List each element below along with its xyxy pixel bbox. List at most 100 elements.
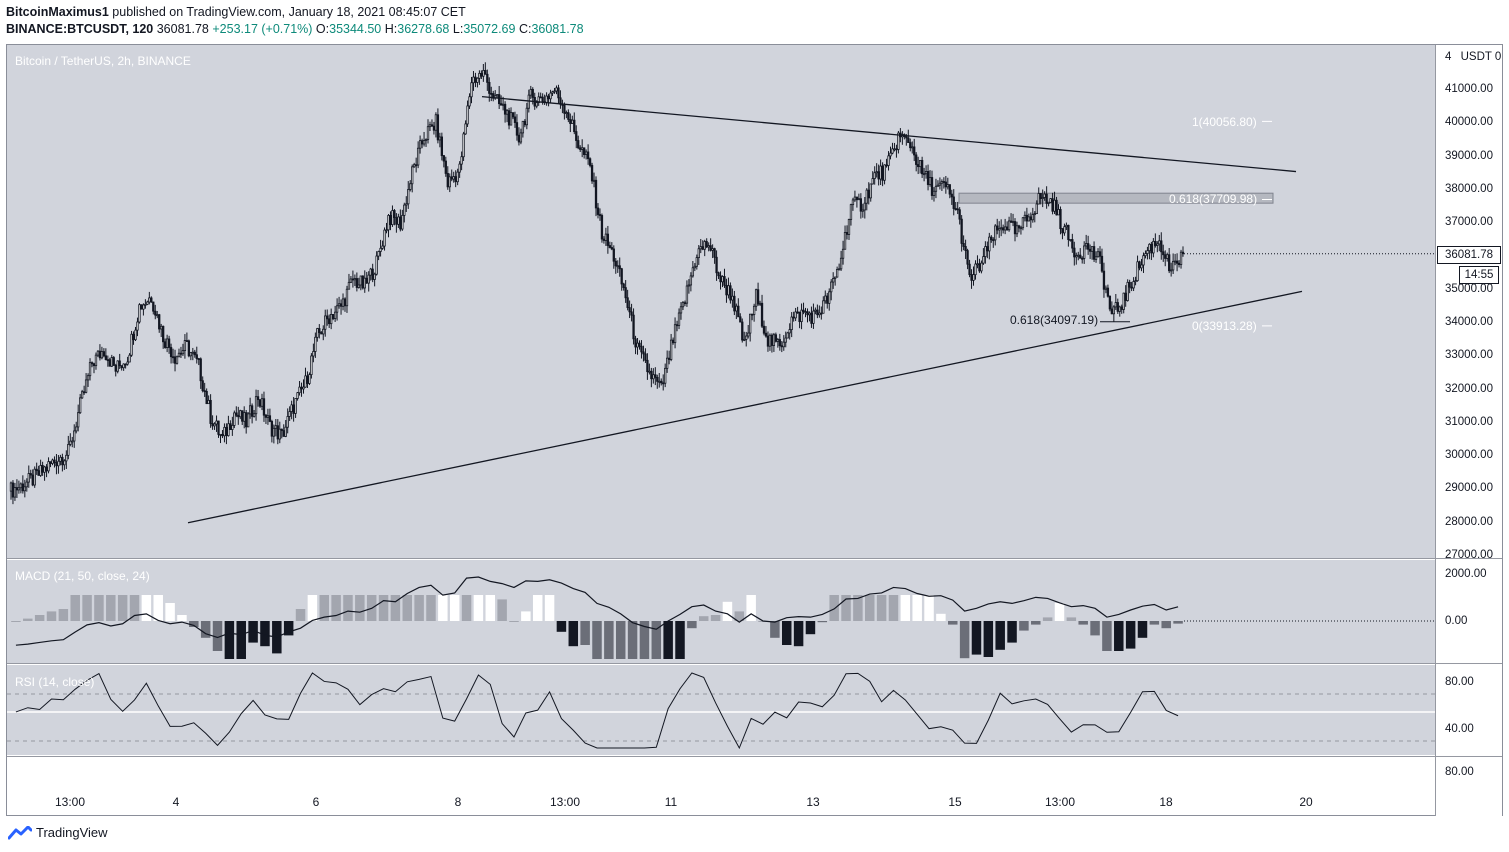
time-tick: 15 xyxy=(948,795,962,809)
author-name[interactable]: BitcoinMaximus1 xyxy=(6,5,109,19)
candle xyxy=(59,456,62,462)
tradingview-icon xyxy=(8,825,32,839)
candle xyxy=(488,81,491,94)
candle xyxy=(225,426,228,437)
candle xyxy=(393,210,396,219)
candle xyxy=(1092,246,1096,260)
candle xyxy=(397,216,400,225)
candle xyxy=(808,312,811,316)
macd-histogram-bar xyxy=(106,595,116,621)
candle xyxy=(266,415,270,418)
candle xyxy=(515,122,519,136)
macd-histogram-bar xyxy=(46,611,57,621)
candle xyxy=(43,466,46,473)
candle xyxy=(612,248,615,262)
candle xyxy=(160,325,163,330)
candle xyxy=(1079,254,1082,259)
pane-divider[interactable] xyxy=(7,663,1502,664)
candle xyxy=(681,302,685,308)
tradingview-logo[interactable]: TradingView xyxy=(8,825,108,840)
trendline-resistance xyxy=(481,96,1297,173)
time-tick: 20 xyxy=(1299,795,1313,809)
candle xyxy=(1059,209,1062,230)
candle xyxy=(35,468,38,472)
macd-histogram-bar xyxy=(1007,621,1017,643)
candle xyxy=(964,246,967,251)
candle xyxy=(55,462,58,467)
price-axis[interactable] xyxy=(1436,45,1502,816)
candle xyxy=(339,303,343,307)
candle xyxy=(970,274,973,281)
candle xyxy=(1047,201,1050,204)
candle xyxy=(41,464,44,473)
macd-histogram-bar xyxy=(117,595,128,621)
candle xyxy=(673,324,677,344)
time-tick: 8 xyxy=(454,795,462,809)
candle xyxy=(416,147,420,166)
candle xyxy=(177,352,181,358)
macd-histogram-bar xyxy=(260,621,270,647)
high-label: H: xyxy=(384,22,398,36)
macd-histogram-bar xyxy=(948,621,958,625)
candle xyxy=(405,203,408,206)
candle xyxy=(519,132,523,143)
candle xyxy=(1083,245,1086,259)
candle xyxy=(432,125,436,131)
rsi-tick: 80.00 xyxy=(1445,766,1474,778)
axis-divider xyxy=(1435,45,1436,816)
candle xyxy=(45,466,48,472)
candle xyxy=(527,94,530,109)
candle xyxy=(1096,251,1100,258)
candle xyxy=(71,440,74,443)
candle xyxy=(976,263,979,266)
time-tick: 6 xyxy=(312,795,320,809)
candle xyxy=(235,412,238,416)
price-pane[interactable] xyxy=(7,45,1435,558)
candle xyxy=(735,305,738,312)
candle xyxy=(347,281,351,290)
low-label: L: xyxy=(452,22,464,36)
candle xyxy=(565,112,568,114)
candle xyxy=(21,483,24,492)
candle xyxy=(1173,260,1177,263)
price-tick: 37000.00 xyxy=(1445,216,1493,229)
candle xyxy=(642,351,645,355)
candle xyxy=(586,151,590,160)
macd-histogram-bar xyxy=(1054,603,1065,621)
macd-histogram-bar xyxy=(295,609,306,621)
candle xyxy=(154,310,157,316)
macd-histogram-bar xyxy=(817,621,828,623)
macd-histogram-bar xyxy=(426,595,436,621)
candle xyxy=(719,275,722,283)
candle xyxy=(1075,255,1078,258)
pane-divider[interactable] xyxy=(7,558,1502,559)
candle xyxy=(187,340,191,357)
candle xyxy=(448,176,451,188)
candle xyxy=(247,413,250,428)
candle xyxy=(954,208,957,210)
open-value: 35344.50 xyxy=(329,22,382,36)
candle xyxy=(788,329,791,334)
candle xyxy=(464,123,467,135)
candle xyxy=(1015,225,1019,235)
candle xyxy=(250,405,254,417)
candle xyxy=(211,423,214,427)
macd-histogram-bar xyxy=(141,595,152,621)
high-value: 36278.68 xyxy=(397,22,450,36)
candle xyxy=(47,461,50,472)
candle xyxy=(784,337,787,343)
candle xyxy=(337,303,341,307)
candle xyxy=(306,375,309,384)
candle xyxy=(134,329,137,341)
candle xyxy=(992,239,995,242)
candle xyxy=(486,73,489,83)
fib-label-1: 1(40056.80) xyxy=(1192,115,1257,129)
candle xyxy=(248,405,252,415)
candle xyxy=(513,116,517,123)
macd-histogram-bar xyxy=(438,595,448,621)
candle xyxy=(375,255,378,275)
candle xyxy=(610,247,613,250)
candle xyxy=(300,386,303,390)
macd-histogram-bar xyxy=(319,595,329,621)
